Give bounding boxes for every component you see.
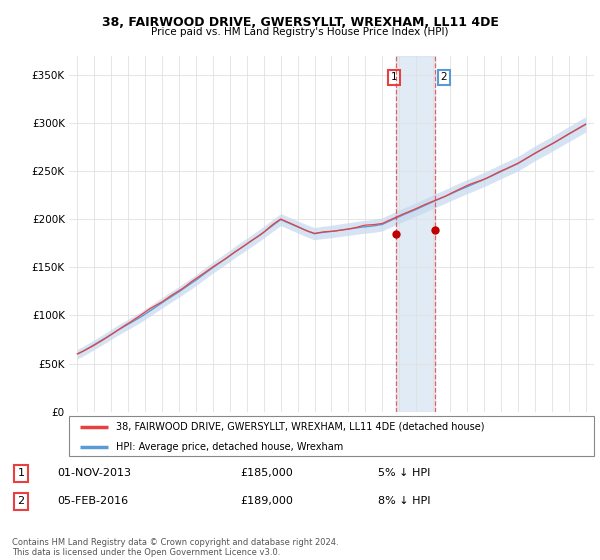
- Text: £189,000: £189,000: [240, 496, 293, 506]
- Text: 05-FEB-2016: 05-FEB-2016: [57, 496, 128, 506]
- Text: 8% ↓ HPI: 8% ↓ HPI: [378, 496, 431, 506]
- Text: Price paid vs. HM Land Registry's House Price Index (HPI): Price paid vs. HM Land Registry's House …: [151, 27, 449, 37]
- Text: HPI: Average price, detached house, Wrexham: HPI: Average price, detached house, Wrex…: [116, 442, 343, 452]
- FancyBboxPatch shape: [69, 416, 594, 456]
- Text: 2: 2: [17, 496, 25, 506]
- Text: 5% ↓ HPI: 5% ↓ HPI: [378, 468, 430, 478]
- Bar: [397, 56, 434, 412]
- Text: 38, FAIRWOOD DRIVE, GWERSYLLT, WREXHAM, LL11 4DE (detached house): 38, FAIRWOOD DRIVE, GWERSYLLT, WREXHAM, …: [116, 422, 485, 432]
- Text: 38, FAIRWOOD DRIVE, GWERSYLLT, WREXHAM, LL11 4DE: 38, FAIRWOOD DRIVE, GWERSYLLT, WREXHAM, …: [101, 16, 499, 29]
- Text: 1: 1: [391, 72, 397, 82]
- Text: 2: 2: [440, 72, 447, 82]
- Text: Contains HM Land Registry data © Crown copyright and database right 2024.
This d: Contains HM Land Registry data © Crown c…: [12, 538, 338, 557]
- Text: 1: 1: [17, 468, 25, 478]
- Text: 01-NOV-2013: 01-NOV-2013: [57, 468, 131, 478]
- Text: £185,000: £185,000: [240, 468, 293, 478]
